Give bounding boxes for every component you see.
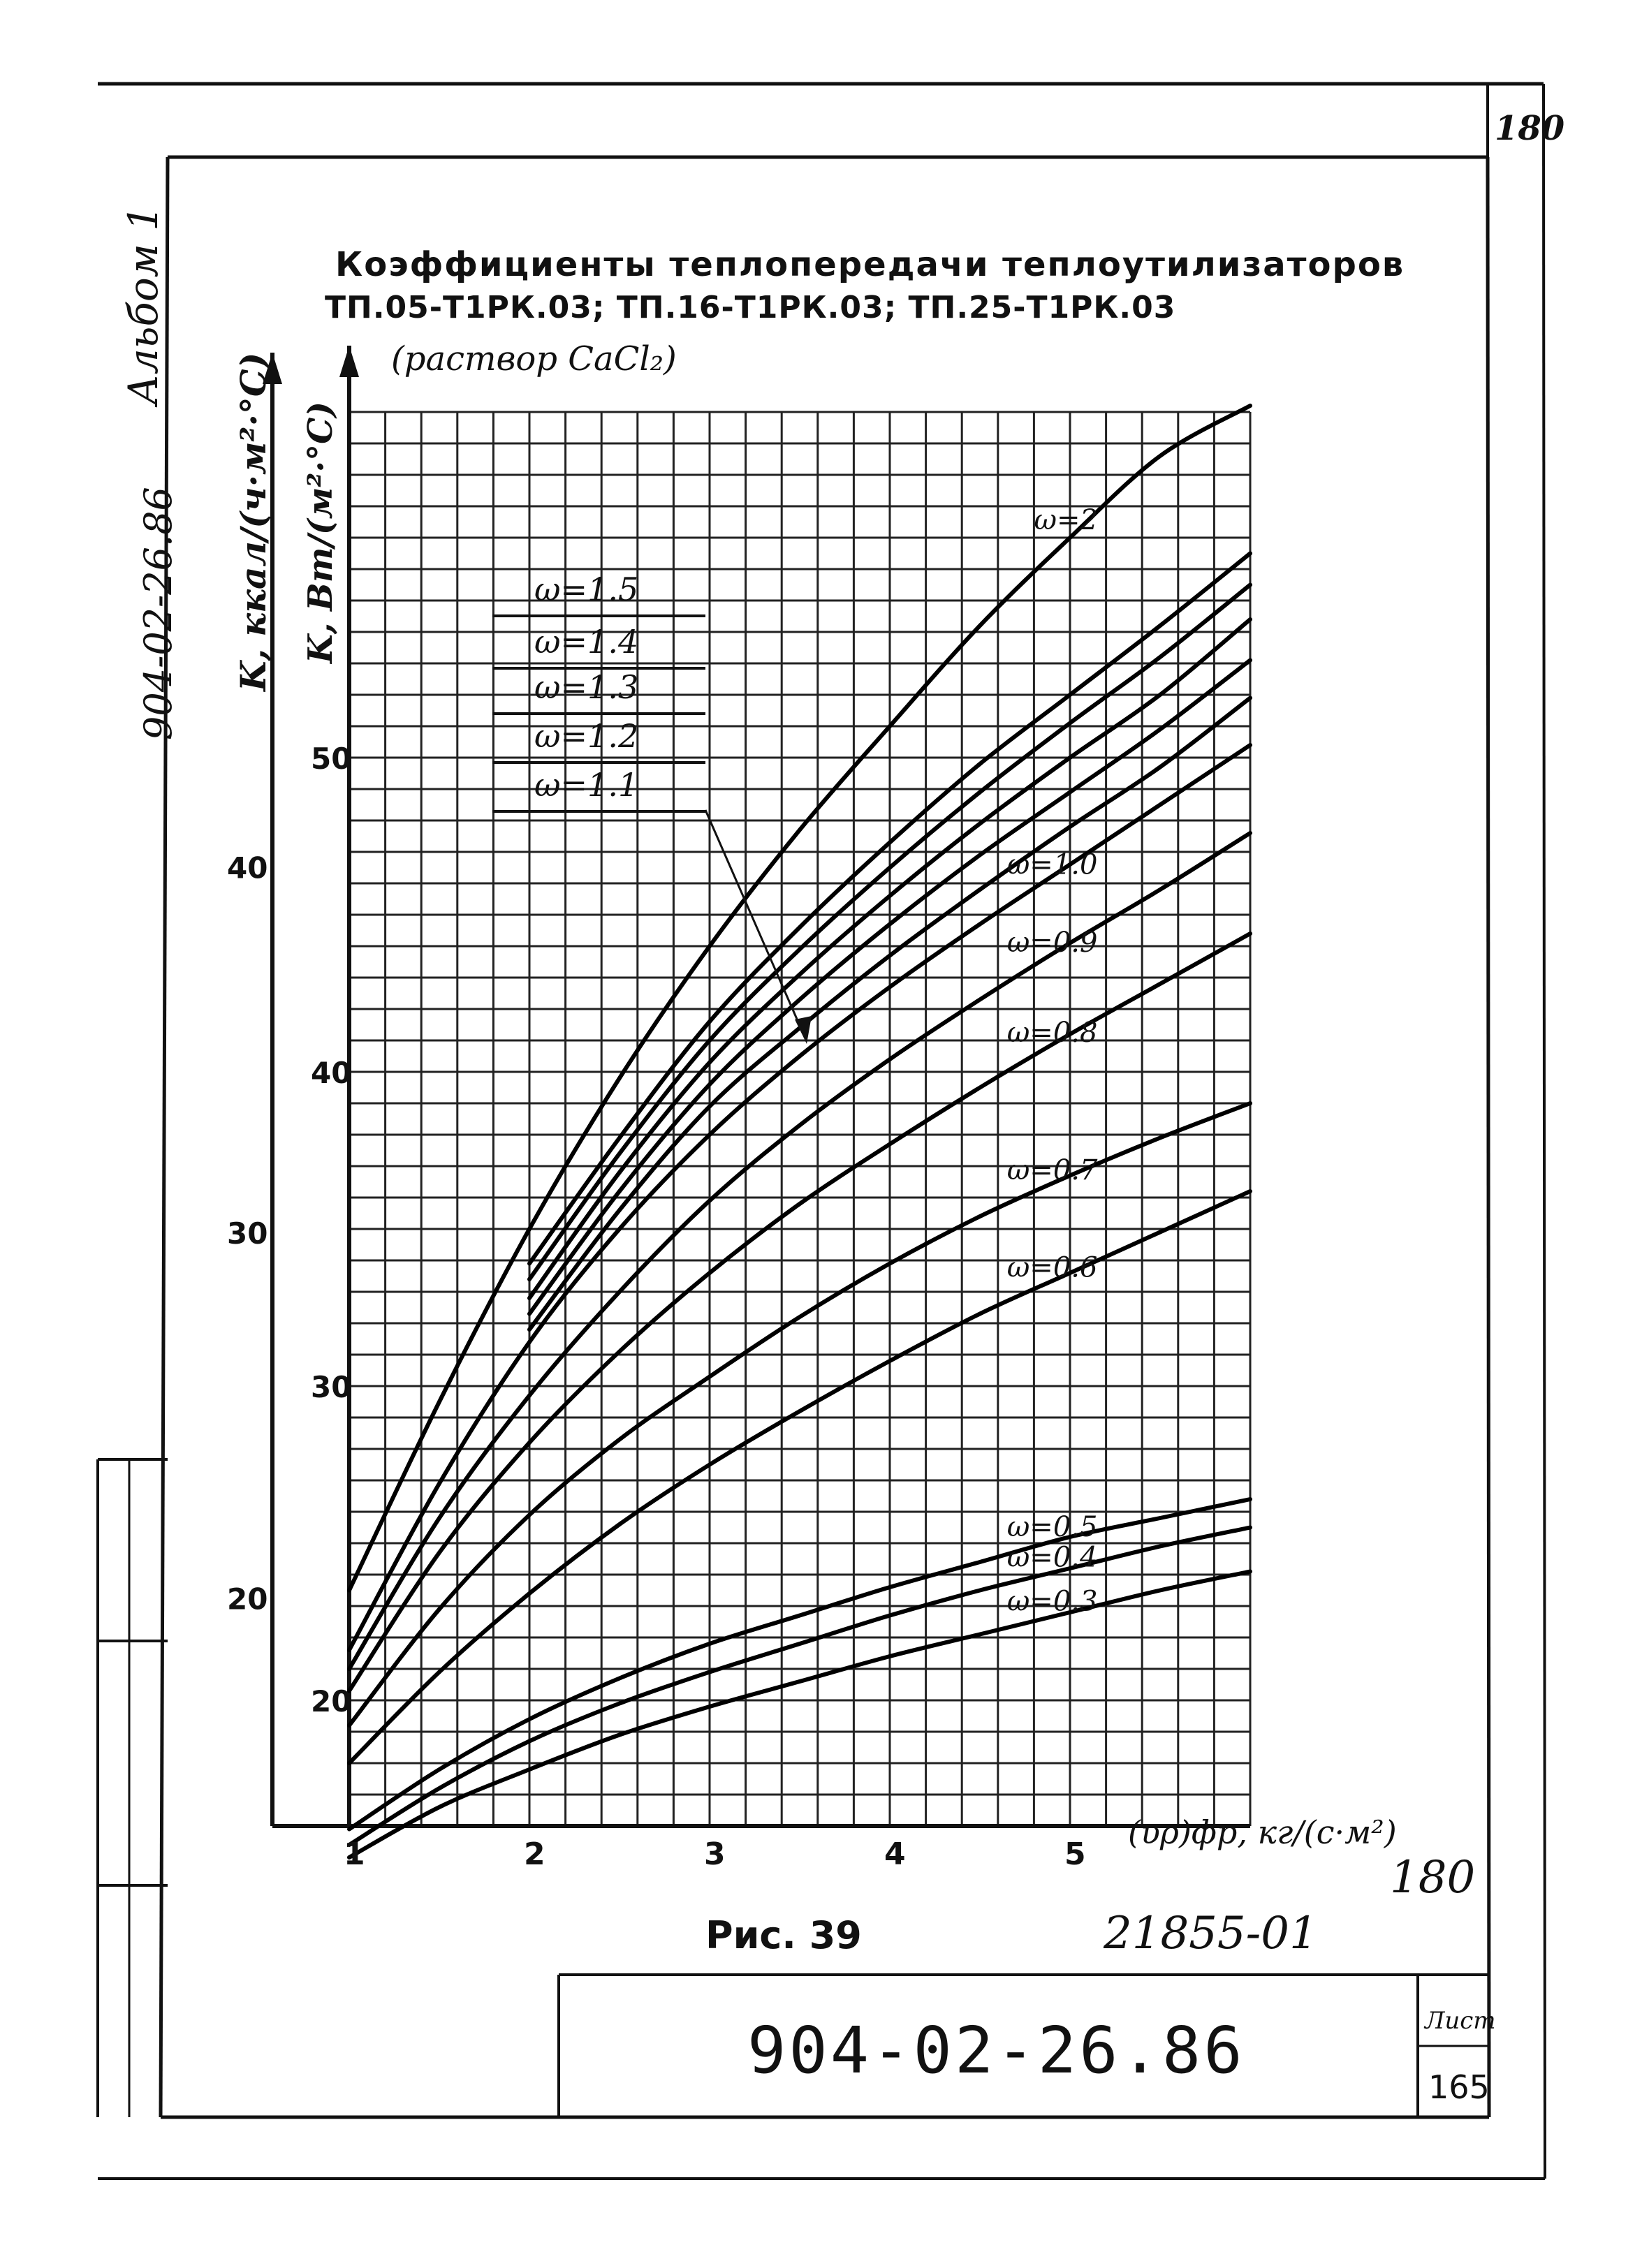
leader-arrowhead [795, 1016, 812, 1044]
x-tick-labels: 1 2 3 4 5 [344, 1836, 1086, 1872]
curves [347, 404, 1252, 1860]
curve-label: ω=0.9 [1007, 927, 1098, 959]
series-line [347, 1101, 1252, 1728]
y-tick-label-kcal: 30 [227, 1216, 267, 1251]
curve-label: ω=1.2 [534, 717, 638, 755]
side-doc-code: 904-02-26.86 [136, 487, 180, 740]
y-tick-label-kcal: 20 [227, 1582, 267, 1616]
curve-label: ω=0.4 [1007, 1541, 1098, 1573]
grid [348, 411, 1252, 1827]
curve-label: ω=1.1 [534, 766, 638, 804]
chart-subtitle: ТП.05-Т1РК.03; ТП.16-Т1РК.03; ТП.25-Т1РК… [325, 290, 1175, 325]
series-line [347, 1525, 1252, 1847]
x-tick-label: 3 [704, 1836, 726, 1872]
x-tick-label: 5 [1064, 1836, 1086, 1872]
y-axis-outer-arrow [263, 353, 282, 384]
curve-label: ω=1.5 [534, 570, 638, 608]
series-line [527, 551, 1252, 1266]
inventory-number: 21855-01 [1103, 1908, 1318, 1959]
curve-label: ω=1.0 [1007, 849, 1098, 881]
corner-number: 180 [1495, 109, 1564, 148]
figure-label: Рис. 39 [705, 1913, 862, 1957]
y-tick-label-w: 40 [311, 1056, 351, 1090]
curve-labels: ω=2 ω=1.0 ω=0.9 ω=0.8 ω=0.7 ω=0.6 ω=0.5ω=0.4 ω=… [492, 504, 1098, 1617]
curve-label: ω=1.4 [534, 623, 638, 661]
series-line [347, 404, 1252, 1593]
y-tick-label-w: 30 [311, 1370, 351, 1404]
list-label: Лист [1423, 2007, 1496, 2035]
y-tick-labels: 20 30 40 50 20 30 40 [227, 742, 351, 1718]
y-axis-label-outer: K, ккал/(ч·м²·°C) [233, 353, 274, 693]
x-axis-label: (υρ)фр, кг/(с·м²) [1128, 1813, 1397, 1851]
x-tick-label: 1 [344, 1836, 365, 1872]
series-line [527, 617, 1252, 1300]
series-line [347, 932, 1252, 1693]
series-line [347, 1189, 1252, 1765]
y-tick-label-w: 20 [311, 1684, 351, 1718]
series-line [527, 658, 1252, 1316]
series-line [347, 743, 1252, 1652]
y-axis-label-inner: K, Вт/(м²·°C) [301, 402, 340, 665]
curve-label: ω=0.5 [1007, 1511, 1098, 1543]
chart-note: (раствор CaCl₂) [391, 339, 677, 378]
y-axis-inner-arrow [339, 346, 359, 377]
series-line [347, 1569, 1252, 1860]
list-number: 165 [1428, 2068, 1490, 2106]
y-tick-label-kcal: 40 [227, 851, 267, 885]
x-tick-label: 2 [524, 1836, 545, 1872]
series-line [527, 695, 1252, 1332]
album-label: Альбом 1 [119, 205, 167, 408]
handwritten-number: 180 [1390, 1852, 1475, 1904]
series-line [527, 582, 1252, 1281]
curve-label: ω=0.6 [1007, 1252, 1098, 1284]
curve-label: ω=1.3 [534, 668, 638, 706]
y-tick-label-w: 50 [311, 742, 351, 776]
axes [263, 346, 1250, 1828]
curve-label: ω=2 [1034, 504, 1098, 536]
series-line [347, 831, 1252, 1671]
curve-label: ω=0.8 [1007, 1017, 1098, 1049]
sheet-frame [96, 82, 1546, 2180]
title-block-code: 904-02-26.86 [747, 2013, 1245, 2088]
curve-label: ω=0.7 [1007, 1154, 1098, 1186]
x-tick-label: 4 [884, 1836, 906, 1872]
chart-title: Коэффициенты теплопередачи теплоутилизат… [335, 245, 1405, 284]
leader-line [704, 809, 805, 1034]
curve-label: ω=0.3 [1007, 1585, 1098, 1617]
series-line [347, 1497, 1252, 1832]
